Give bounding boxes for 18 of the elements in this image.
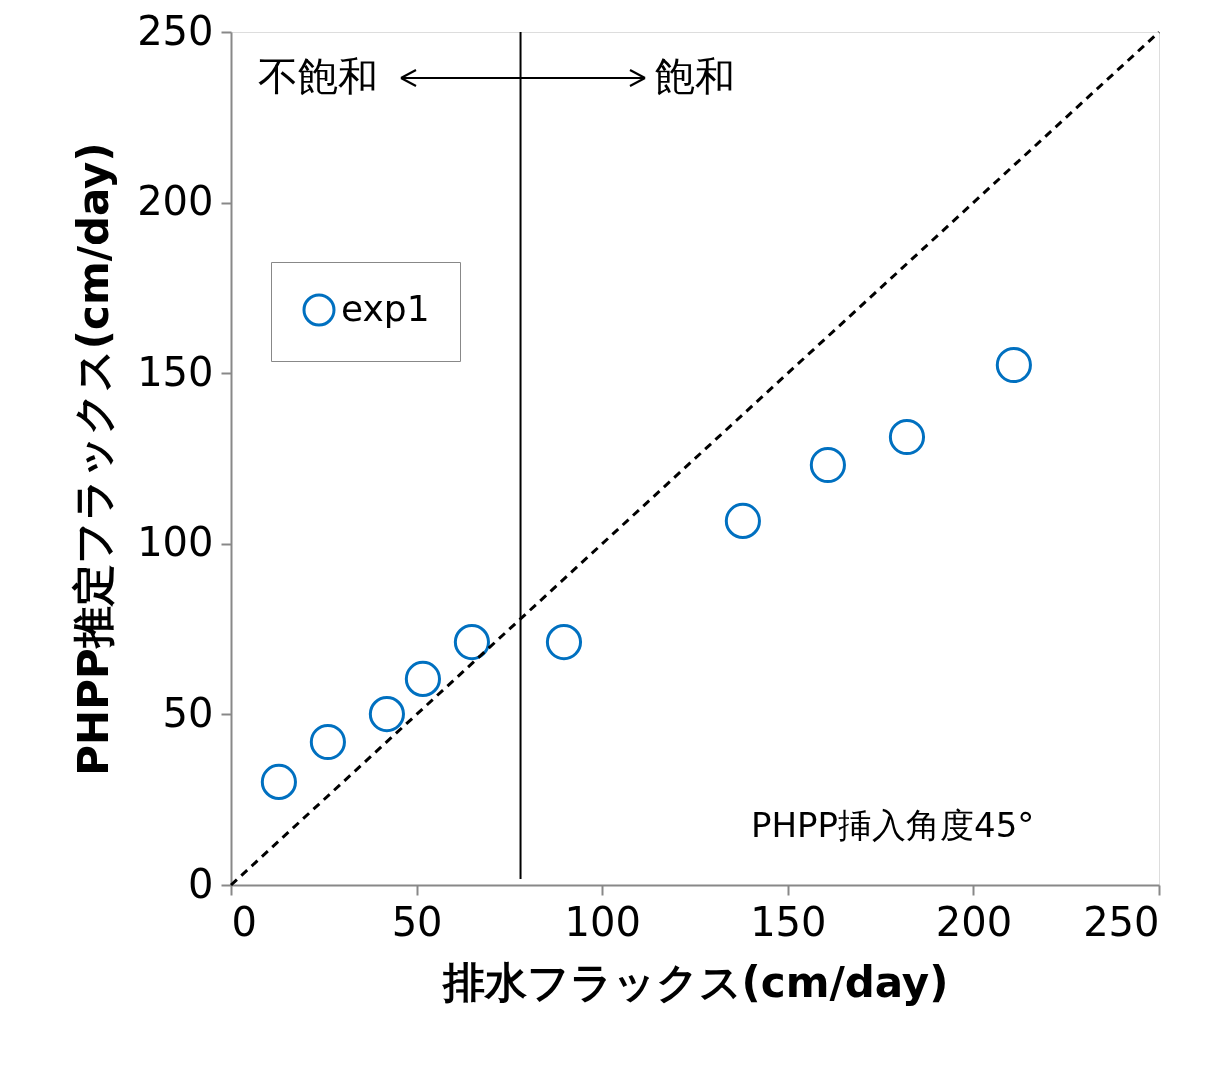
x-tick-label: 150 [750,898,827,945]
y-tick-label: 100 [137,519,214,566]
y-tick-label: 250 [137,7,214,54]
x-tick-label: 0 [231,898,257,945]
y-tick-label: 50 [162,689,214,736]
x-tick-label: 200 [935,898,1013,945]
x-tick-label: 250 [1083,898,1160,945]
annotation: 飽和 [655,53,735,99]
y-axis-title: PHPP推定フラックス(cm/day) [69,142,119,776]
x-tick-label: 100 [564,898,641,945]
y-tick-label: 0 [188,860,214,907]
legend-label: exp1 [341,288,430,329]
x-axis-title: 排水フラックス(cm/day) [440,957,949,1007]
annotation: PHPP挿入角度45° [751,805,1035,845]
annotation: 不飽和 [258,53,378,99]
y-tick-label: 150 [137,348,214,395]
x-tick-label: 50 [391,898,443,945]
y-tick-label: 200 [137,178,214,225]
